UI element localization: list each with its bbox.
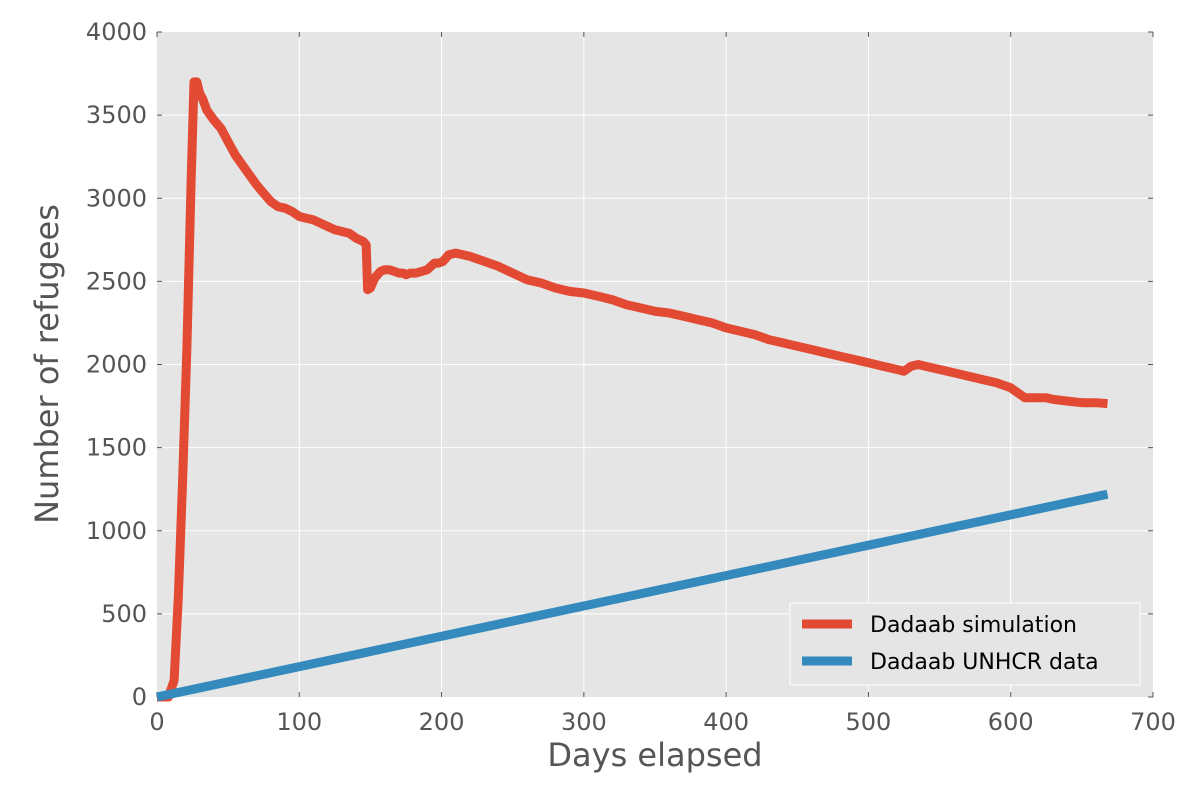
- legend: Dadaab simulation Dadaab UNHCR data: [789, 602, 1141, 686]
- x-tick-label: 500: [846, 708, 892, 736]
- x-tick-label: 300: [561, 708, 607, 736]
- x-tick-label: 0: [149, 708, 164, 736]
- y-tick-label: 1000: [86, 517, 147, 545]
- series-lines: [156, 77, 1109, 702]
- x-tick-label: 600: [988, 708, 1034, 736]
- x-tick-labels: 0 100 200 300 400 500 600 700: [149, 708, 1176, 736]
- legend-box: [789, 602, 1141, 686]
- x-tick-label: 200: [419, 708, 465, 736]
- y-tick-label: 2000: [86, 351, 147, 379]
- x-tick-label: 100: [276, 708, 322, 736]
- y-axis-title: Number of refugees: [28, 204, 66, 524]
- x-axis-title: Days elapsed: [547, 736, 762, 774]
- y-tick-label: 4000: [86, 18, 147, 46]
- y-tick-label: 3000: [86, 184, 147, 212]
- series-line-1: [157, 77, 1108, 702]
- y-tick-label: 3500: [86, 101, 147, 129]
- y-tick-label: 2500: [86, 267, 147, 295]
- y-tick-label: 500: [101, 600, 147, 628]
- legend-label-1: Dadaab simulation: [870, 613, 1077, 638]
- x-tick-label: 700: [1130, 708, 1176, 736]
- y-tick-label: 1500: [86, 434, 147, 462]
- tick-marks: [156, 31, 1154, 698]
- y-tick-labels: 0 500 1000 1500 2000 2500 3000 3500 4000: [86, 18, 147, 711]
- y-tick-label: 0: [132, 683, 147, 711]
- series-line-2: [156, 489, 1109, 702]
- legend-label-2: Dadaab UNHCR data: [870, 650, 1099, 675]
- grid-lines: [157, 32, 1153, 697]
- x-tick-label: 400: [703, 708, 749, 736]
